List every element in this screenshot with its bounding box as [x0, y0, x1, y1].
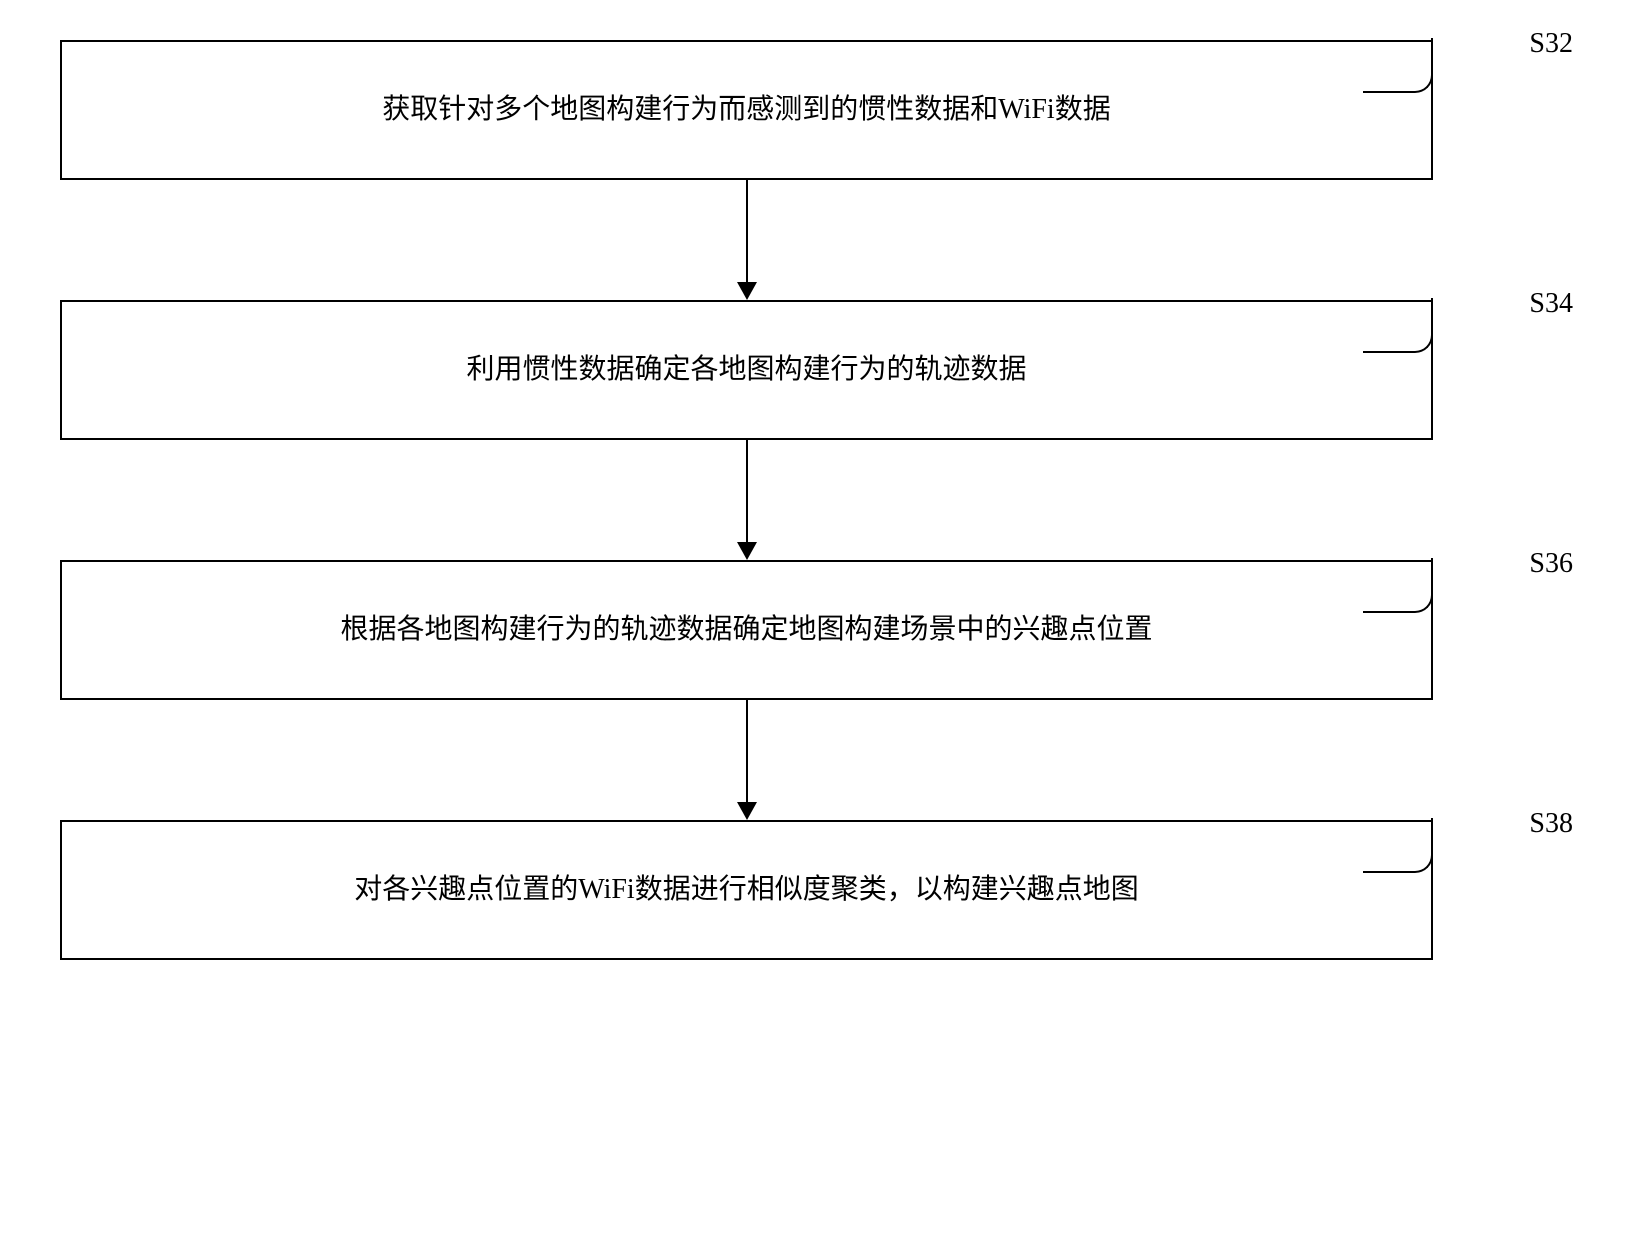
arrow-down-icon	[737, 180, 757, 300]
step-text: 对各兴趣点位置的WiFi数据进行相似度聚类，以构建兴趣点地图	[354, 870, 1138, 909]
arrow-down-icon	[737, 440, 757, 560]
step-text: 根据各地图构建行为的轨迹数据确定地图构建场景中的兴趣点位置	[340, 610, 1152, 649]
arrow-head	[737, 542, 757, 560]
step-label: S32	[1529, 28, 1573, 60]
flowchart-container: 获取针对多个地图构建行为而感测到的惯性数据和WiFi数据 S32 利用惯性数据确…	[60, 40, 1573, 960]
step-row: 获取针对多个地图构建行为而感测到的惯性数据和WiFi数据 S32	[60, 40, 1573, 180]
label-connector	[1363, 38, 1433, 93]
step-row: 利用惯性数据确定各地图构建行为的轨迹数据 S34	[60, 300, 1573, 440]
step-label: S36	[1529, 548, 1573, 580]
step-label: S34	[1529, 288, 1573, 320]
arrow-head	[737, 802, 757, 820]
label-connector	[1363, 298, 1433, 353]
arrow-head	[737, 282, 757, 300]
arrow-line	[746, 180, 748, 282]
step-row: 对各兴趣点位置的WiFi数据进行相似度聚类，以构建兴趣点地图 S38	[60, 820, 1573, 960]
step-text: 获取针对多个地图构建行为而感测到的惯性数据和WiFi数据	[382, 90, 1110, 129]
label-connector	[1363, 558, 1433, 613]
step-text: 利用惯性数据确定各地图构建行为的轨迹数据	[466, 350, 1026, 389]
step-box-s34: 利用惯性数据确定各地图构建行为的轨迹数据	[60, 300, 1433, 440]
label-connector	[1363, 818, 1433, 873]
arrow-line	[746, 700, 748, 802]
step-label: S38	[1529, 808, 1573, 840]
arrow-line	[746, 440, 748, 542]
step-box-s38: 对各兴趣点位置的WiFi数据进行相似度聚类，以构建兴趣点地图	[60, 820, 1433, 960]
step-box-s32: 获取针对多个地图构建行为而感测到的惯性数据和WiFi数据	[60, 40, 1433, 180]
step-row: 根据各地图构建行为的轨迹数据确定地图构建场景中的兴趣点位置 S36	[60, 560, 1573, 700]
step-box-s36: 根据各地图构建行为的轨迹数据确定地图构建场景中的兴趣点位置	[60, 560, 1433, 700]
arrow-down-icon	[737, 700, 757, 820]
